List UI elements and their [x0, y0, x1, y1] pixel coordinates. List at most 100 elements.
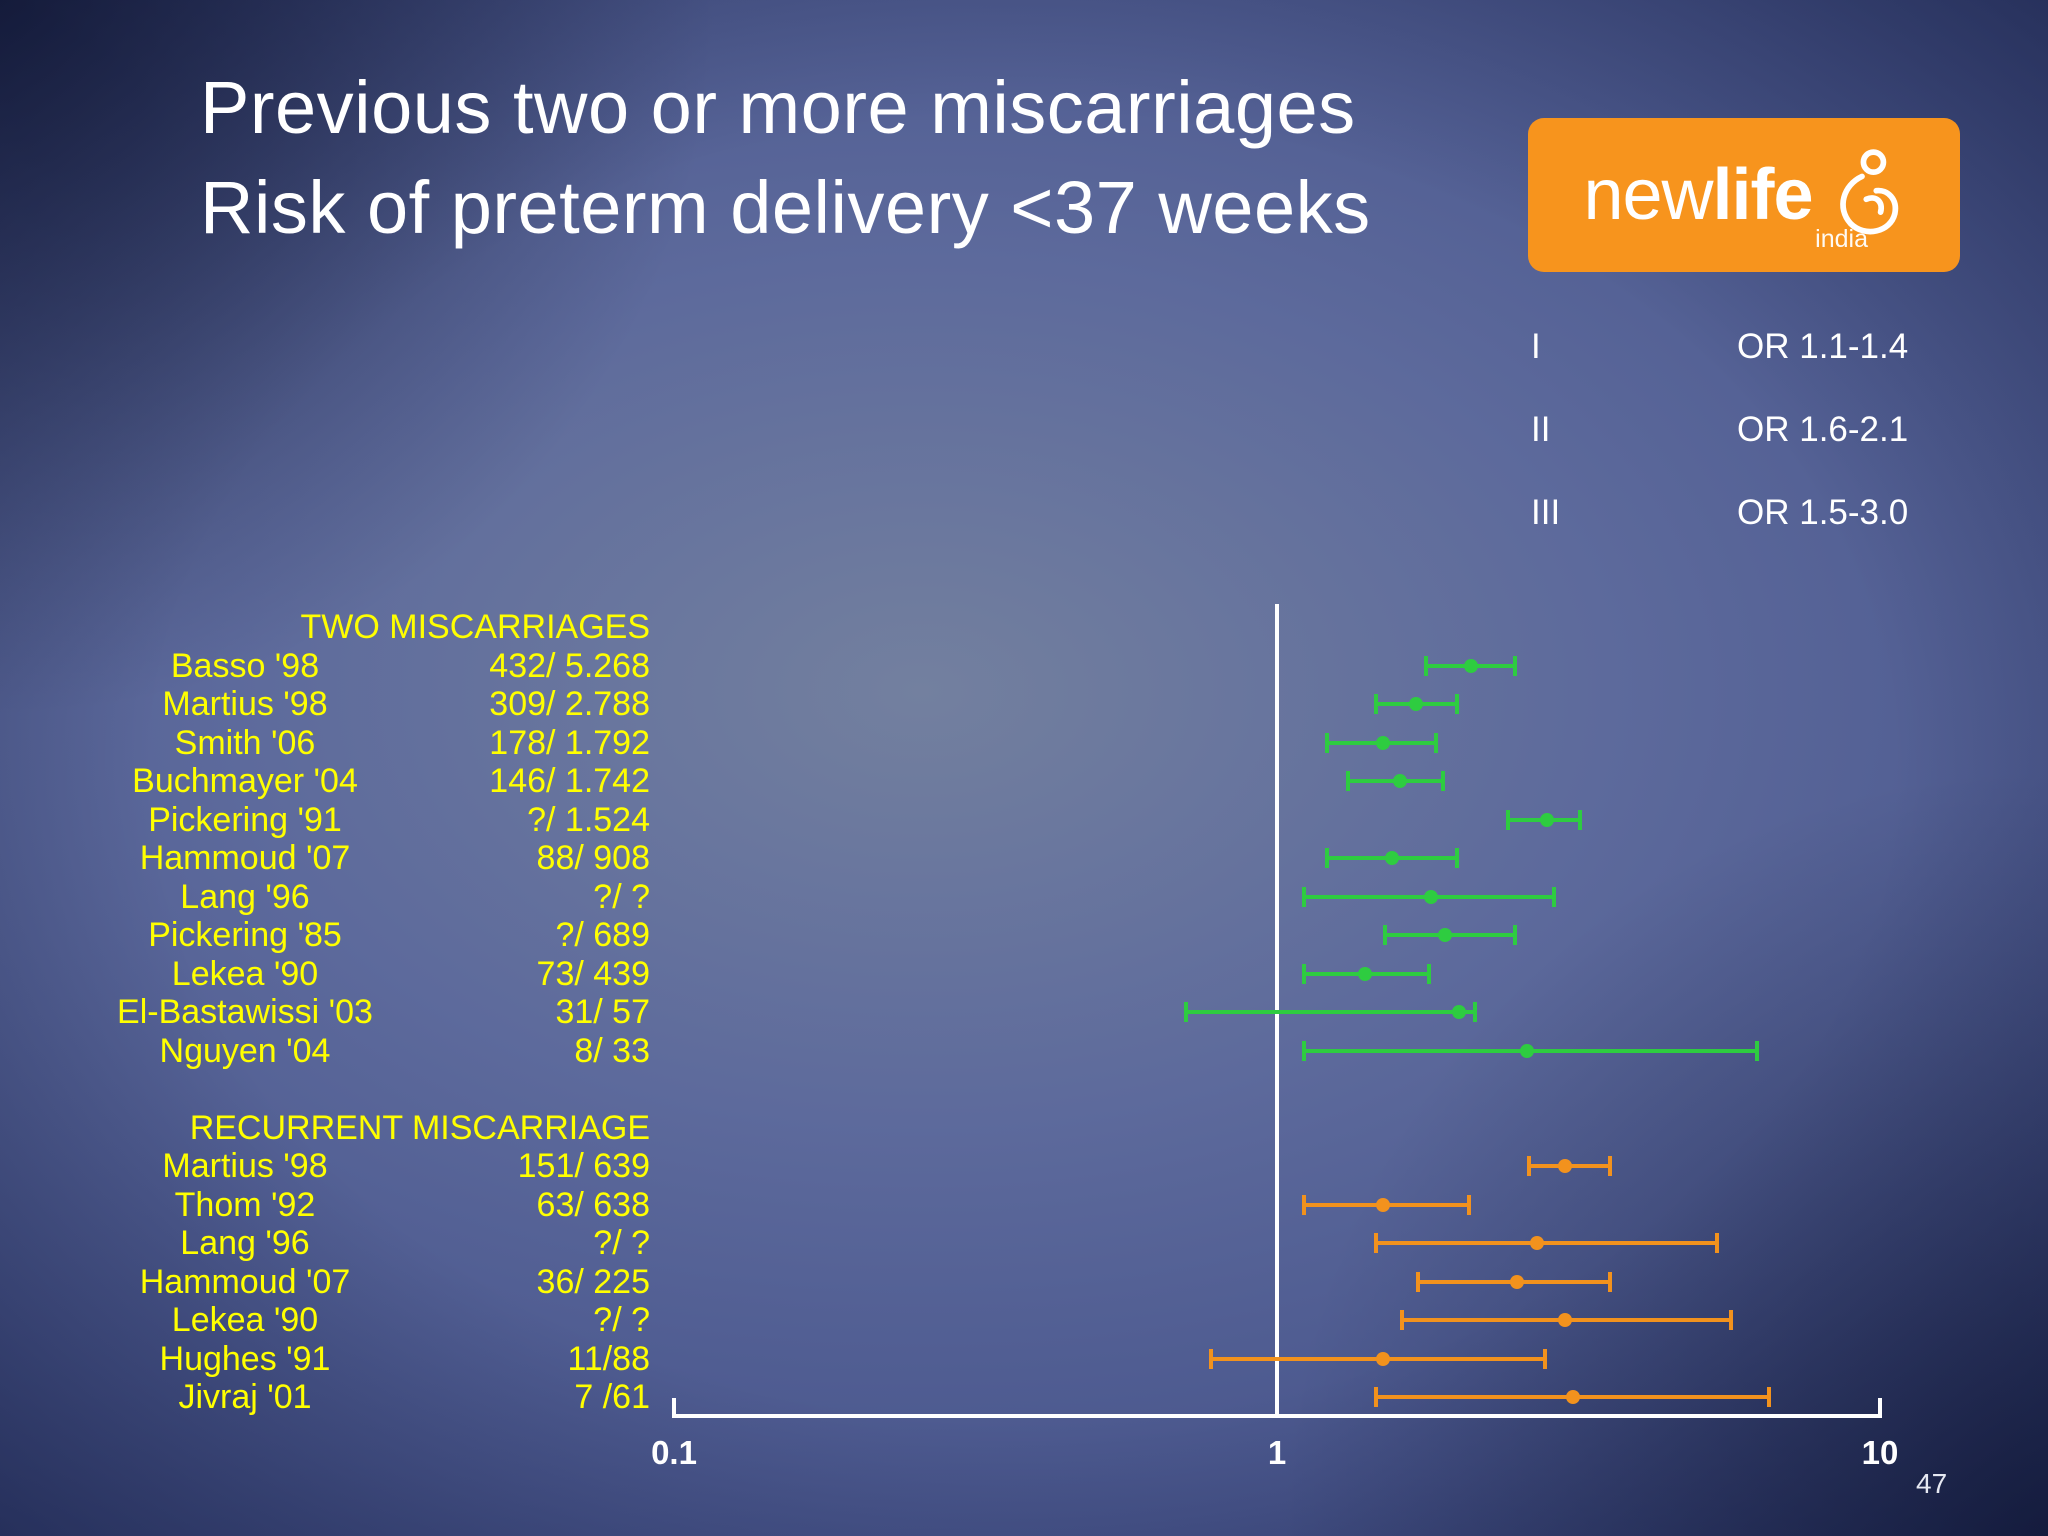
legend-label: II: [1531, 410, 1551, 449]
study-counts: 146/ 1.742: [489, 762, 650, 800]
study-row: Basso '98 432/ 5.268: [0, 647, 650, 686]
study-name: Martius '98: [162, 685, 328, 723]
study-row: Hammoud '07 88/ 908: [0, 839, 650, 878]
group-header: TWO MISCARRIAGES: [300, 608, 650, 646]
study-name: Lang '96: [180, 1224, 310, 1262]
study-counts: 8/ 33: [574, 1031, 650, 1070]
legend-row: I OR 1.1-1.4: [1531, 327, 1908, 410]
or-dot: [1464, 658, 1479, 673]
x-tick-mark: [672, 1398, 676, 1414]
study-row: Lekea '90 ?/ ?: [0, 1301, 650, 1340]
or-dot: [1438, 928, 1453, 943]
x-tick-label: 0.1: [651, 1434, 697, 1471]
or-dot: [1376, 735, 1391, 750]
or-dot: [1557, 1313, 1572, 1328]
legend-value: OR 1.6-2.1: [1737, 410, 1909, 449]
or-dot: [1408, 697, 1423, 712]
reference-line-or-1: [1275, 604, 1279, 1416]
study-counts: ?/ ?: [593, 877, 650, 916]
study-name: Buchmayer '04: [132, 762, 358, 800]
study-counts: 63/ 638: [536, 1185, 650, 1224]
legend-row: III OR 1.5-3.0: [1531, 493, 1908, 576]
legend-value: OR 1.5-3.0: [1737, 493, 1909, 532]
study-row: Nguyen '04 8/ 33: [0, 1032, 650, 1071]
study-name: Thom '92: [174, 1185, 316, 1224]
study-counts: 7 /61: [574, 1378, 650, 1416]
or-dot: [1520, 1043, 1535, 1058]
study-name: Pickering '91: [148, 800, 342, 839]
study-row: Martius '98 309/ 2.788: [0, 685, 650, 724]
or-dot: [1384, 851, 1399, 866]
study-name: Pickering '85: [148, 916, 342, 954]
legend-label: I: [1531, 327, 1541, 366]
study-counts: ?/ 689: [555, 916, 650, 954]
or-dot: [1423, 889, 1438, 904]
x-tick-mark: [1878, 1398, 1882, 1414]
study-row: Smith '06 178/ 1.792: [0, 724, 650, 763]
or-dot: [1376, 1351, 1391, 1366]
study-name: Hammoud '07: [139, 839, 351, 877]
study-counts: 11/88: [567, 1339, 650, 1378]
study-counts: 73/ 439: [536, 954, 650, 993]
or-dot: [1358, 966, 1373, 981]
newlife-india-logo: newlife india: [1528, 118, 1960, 272]
study-name: Hammoud '07: [139, 1262, 351, 1301]
logo-text-life: life: [1712, 155, 1814, 235]
title-line-1: Previous two or more miscarriages: [200, 66, 1356, 149]
legend-label: III: [1531, 493, 1561, 532]
or-legend: I OR 1.1-1.4 II OR 1.6-2.1 III OR 1.5-3.0: [1531, 327, 1908, 576]
legend-row: II OR 1.6-2.1: [1531, 410, 1908, 493]
study-name: Lekea '90: [171, 954, 319, 993]
study-name: El-Bastawissi '03: [117, 993, 373, 1031]
study-row: Buchmayer '04 146/ 1.742: [0, 762, 650, 801]
study-row: Lang '96 ?/ ?: [0, 878, 650, 917]
or-dot: [1530, 1236, 1545, 1251]
study-name: Nguyen '04: [159, 1031, 331, 1070]
study-name: Hughes '91: [159, 1339, 331, 1378]
logo-wordmark: newlife: [1583, 159, 1813, 231]
ci-bar: [1374, 1233, 1719, 1254]
study-counts: 432/ 5.268: [489, 646, 650, 685]
or-dot: [1376, 1197, 1391, 1212]
study-counts: ?/ ?: [593, 1301, 650, 1339]
study-counts: 151/ 639: [517, 1147, 650, 1185]
study-name: Lang '96: [180, 877, 310, 916]
study-counts: 178/ 1.792: [489, 723, 650, 762]
page-number: 47: [1916, 1468, 1948, 1499]
or-dot: [1566, 1390, 1581, 1405]
or-dot: [1509, 1274, 1524, 1289]
study-row: Thom '92 63/ 638: [0, 1186, 650, 1225]
study-row: Jivraj '01 7 /61: [0, 1378, 650, 1417]
study-row: Lekea '90 73/ 439: [0, 955, 650, 994]
study-name: Jivraj '01: [178, 1378, 312, 1416]
study-name: Basso '98: [170, 646, 320, 685]
mother-baby-icon: [1839, 149, 1898, 235]
study-name: Smith '06: [174, 723, 316, 762]
study-counts: 88/ 908: [536, 839, 650, 877]
study-row: Pickering '91 ?/ 1.524: [0, 801, 650, 840]
study-row: El-Bastawissi '03 31/ 57: [0, 993, 650, 1032]
study-counts: 309/ 2.788: [489, 685, 650, 723]
study-counts: 36/ 225: [536, 1262, 650, 1301]
x-tick-label: 1: [1267, 1434, 1287, 1471]
or-dot: [1539, 812, 1554, 827]
x-tick-label: 10: [1861, 1434, 1899, 1471]
study-row: Lang '96 ?/ ?: [0, 1224, 650, 1263]
study-counts: ?/ 1.524: [527, 800, 650, 839]
study-row: Hammoud '07 36/ 225: [0, 1263, 650, 1302]
title-line-2: Risk of preterm delivery <37 weeks: [200, 166, 1371, 249]
or-dot: [1557, 1159, 1572, 1174]
logo-text-india: india: [1815, 225, 1868, 253]
study-name: Martius '98: [162, 1147, 328, 1185]
legend-value: OR 1.1-1.4: [1737, 327, 1909, 366]
slide-title: Previous two or more miscarriages Risk o…: [200, 58, 1371, 258]
study-row: Hughes '91 11/88: [0, 1340, 650, 1379]
study-name: Lekea '90: [171, 1301, 319, 1339]
study-counts: ?/ ?: [593, 1224, 650, 1262]
logo-text-new: new: [1583, 155, 1713, 235]
study-row: Pickering '85 ?/ 689: [0, 916, 650, 955]
group-header: RECURRENT MISCARRIAGE: [189, 1108, 650, 1147]
or-dot: [1451, 1005, 1466, 1020]
study-row: Martius '98 151/ 639: [0, 1147, 650, 1186]
x-axis: [672, 1414, 1882, 1418]
